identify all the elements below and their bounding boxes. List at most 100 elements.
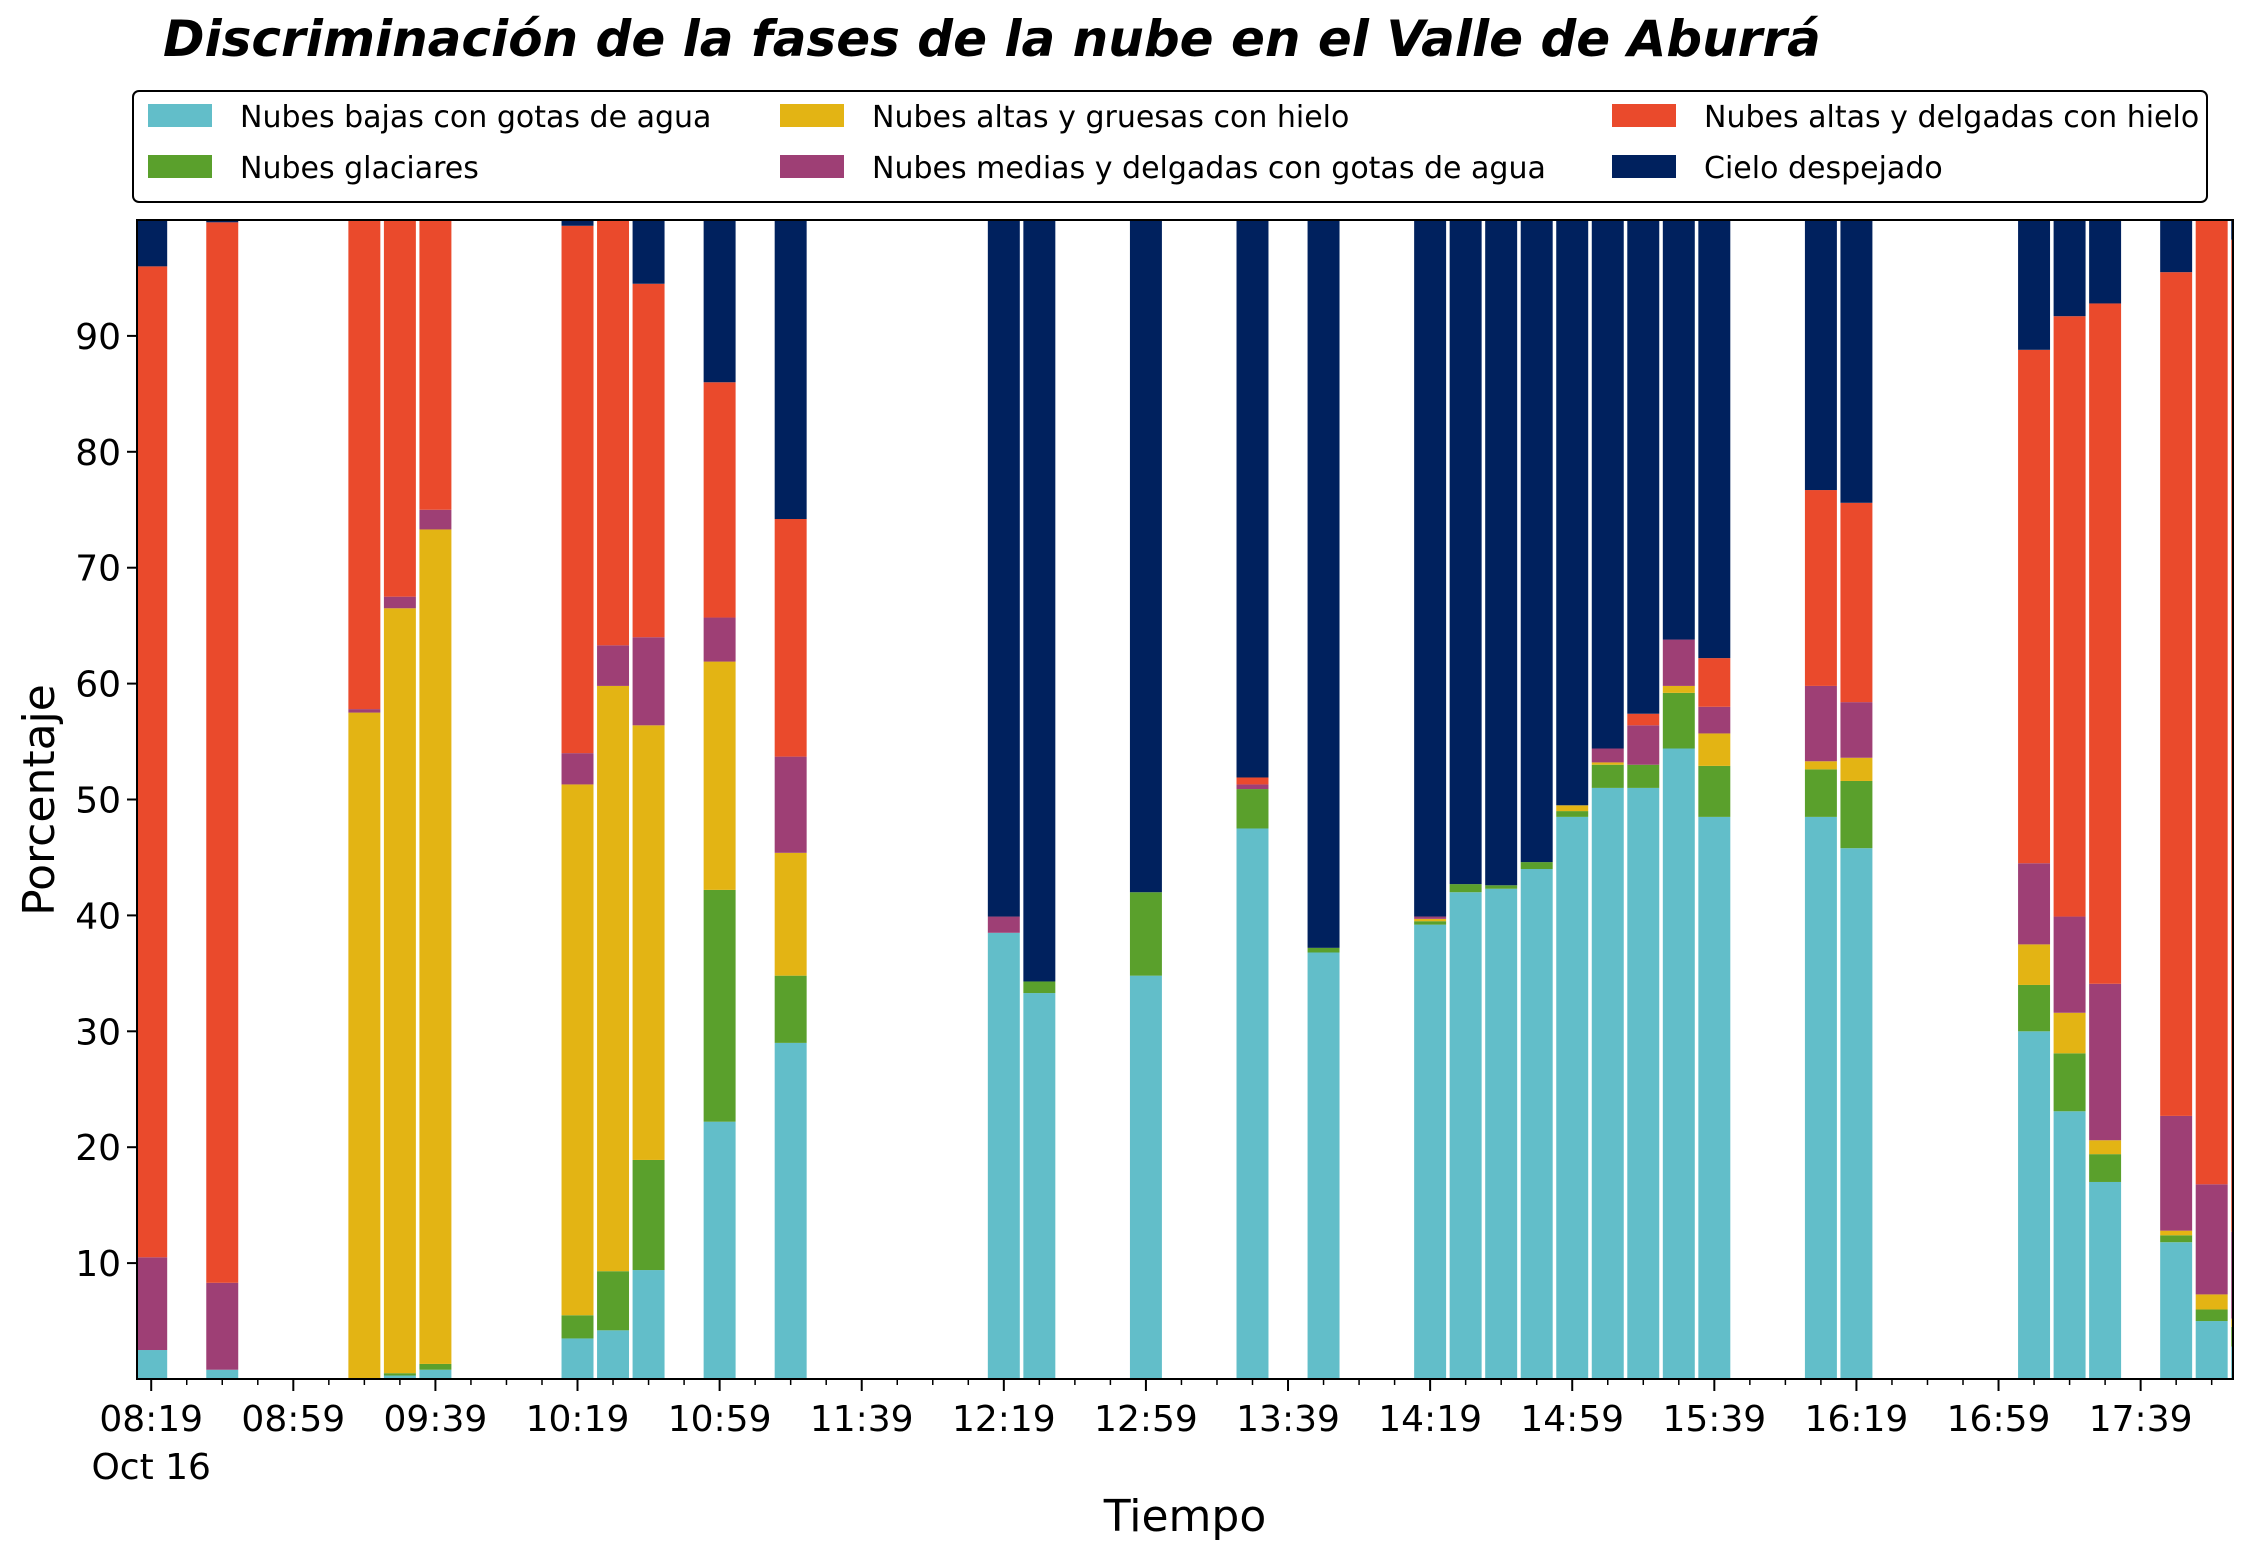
bar-group xyxy=(137,220,2233,1379)
bar-segment-16-1 xyxy=(1449,884,1482,893)
x-tick-label: 11:39 xyxy=(810,1399,914,1440)
bar-segment-21-1 xyxy=(1627,764,1660,788)
x-tick-label: 16:59 xyxy=(1947,1399,2051,1440)
bar-segment-0-4 xyxy=(137,266,168,1258)
bar-segment-9-2 xyxy=(774,852,807,976)
y-tick-label: 80 xyxy=(75,433,121,474)
bar-segment-23-5 xyxy=(1698,220,1731,659)
bar-segment-4-4 xyxy=(419,220,452,510)
bar-segment-29-3 xyxy=(2160,1115,2193,1231)
legend-label: Nubes medias y delgadas con gotas de agu… xyxy=(872,151,1546,186)
bar-segment-30-3 xyxy=(2195,1184,2228,1295)
bar-segment-25-0 xyxy=(1840,848,1873,1379)
bar-segment-25-5 xyxy=(1840,220,1873,503)
bar-segment-15-1 xyxy=(1414,921,1447,925)
bar-segment-6-2 xyxy=(597,685,630,1272)
bar-segment-26-5 xyxy=(2018,220,2051,350)
legend-label: Nubes bajas con gotas de agua xyxy=(240,100,711,135)
bar-segment-28-4 xyxy=(2089,303,2122,984)
bar-segment-30-4 xyxy=(2195,220,2228,1185)
chart-title: Discriminación de la fases de la nube en… xyxy=(163,10,1821,68)
bar-segment-6-3 xyxy=(597,645,630,686)
bar-segment-13-5 xyxy=(1236,220,1269,778)
bar-segment-29-5 xyxy=(2160,220,2193,273)
y-tick-label: 30 xyxy=(75,1012,121,1053)
legend-swatch xyxy=(148,104,212,127)
bar-segment-24-5 xyxy=(1804,220,1837,491)
bar-segment-28-5 xyxy=(2089,220,2122,304)
bar-segment-9-1 xyxy=(774,975,807,1043)
bar-segment-22-3 xyxy=(1662,639,1695,686)
bar-segment-24-3 xyxy=(1804,685,1837,762)
bar-segment-22-5 xyxy=(1662,220,1695,640)
bar-segment-26-0 xyxy=(2018,1031,2051,1379)
bar-segment-13-0 xyxy=(1236,828,1269,1379)
x-tick-label: 12:19 xyxy=(952,1399,1056,1440)
bar-segment-3-4 xyxy=(383,220,416,597)
bar-segment-28-1 xyxy=(2089,1154,2122,1182)
bar-segment-8-3 xyxy=(703,617,736,662)
bar-segment-25-3 xyxy=(1840,702,1873,758)
bar-segment-30-0 xyxy=(2195,1321,2228,1379)
bar-segment-2-4 xyxy=(348,220,381,710)
bar-segment-28-2 xyxy=(2089,1140,2122,1155)
bar-segment-1-4 xyxy=(206,222,239,1283)
bar-segment-11-1 xyxy=(1023,981,1056,994)
legend-swatch xyxy=(780,104,844,127)
bar-segment-20-1 xyxy=(1591,764,1624,788)
bar-segment-27-3 xyxy=(2053,916,2086,1013)
legend-swatch xyxy=(1612,104,1676,127)
bar-segment-18-1 xyxy=(1520,862,1553,870)
legend-swatch xyxy=(780,155,844,178)
bar-segment-5-4 xyxy=(561,225,594,754)
bar-segment-14-5 xyxy=(1307,220,1340,948)
bar-segment-23-1 xyxy=(1698,765,1731,817)
bar-segment-22-2 xyxy=(1662,685,1695,693)
y-tick-label: 90 xyxy=(75,317,121,358)
bar-segment-7-1 xyxy=(632,1159,665,1271)
bar-segment-7-0 xyxy=(632,1270,665,1379)
bar-segment-8-2 xyxy=(703,661,736,890)
bar-segment-12-1 xyxy=(1129,892,1162,976)
legend-label: Cielo despejado xyxy=(1704,151,1943,186)
bar-segment-3-1 xyxy=(383,1373,416,1376)
bar-segment-4-2 xyxy=(419,529,452,1364)
bar-segment-7-5 xyxy=(632,220,665,284)
x-tick-label: 14:59 xyxy=(1520,1399,1624,1440)
bar-segment-30-1 xyxy=(2195,1309,2228,1322)
bar-segment-9-0 xyxy=(774,1042,807,1379)
bar-segment-7-4 xyxy=(632,283,665,638)
bar-segment-3-3 xyxy=(383,596,416,609)
bar-segment-21-5 xyxy=(1627,220,1660,714)
bar-segment-25-2 xyxy=(1840,757,1873,781)
legend-frame xyxy=(132,90,2208,203)
bar-segment-29-2 xyxy=(2160,1230,2193,1236)
bar-segment-26-3 xyxy=(2018,863,2051,945)
bar-segment-7-3 xyxy=(632,637,665,726)
bar-segment-11-5 xyxy=(1023,220,1056,982)
legend-label: Nubes glaciares xyxy=(240,151,479,186)
bar-segment-21-3 xyxy=(1627,725,1660,765)
bar-segment-9-4 xyxy=(774,519,807,757)
bar-segment-26-2 xyxy=(2018,944,2051,985)
y-tick-label: 50 xyxy=(75,781,121,822)
bar-segment-24-0 xyxy=(1804,816,1837,1379)
bar-segment-27-1 xyxy=(2053,1053,2086,1112)
bar-segment-21-4 xyxy=(1627,713,1660,726)
bar-segment-13-4 xyxy=(1236,777,1269,785)
bar-segment-19-2 xyxy=(1556,805,1589,812)
bar-segment-9-5 xyxy=(774,220,807,520)
bar-segment-19-5 xyxy=(1556,220,1589,806)
bar-segment-10-0 xyxy=(987,932,1020,1379)
x-tick-label: 15:39 xyxy=(1662,1399,1766,1440)
bar-segment-17-0 xyxy=(1485,888,1518,1379)
bar-segment-5-5 xyxy=(561,220,594,226)
bar-segment-14-0 xyxy=(1307,952,1340,1379)
bar-segment-15-5 xyxy=(1414,220,1447,917)
bar-segment-15-0 xyxy=(1414,924,1447,1379)
bar-segment-20-5 xyxy=(1591,220,1624,749)
legend-label: Nubes altas y gruesas con hielo xyxy=(872,100,1349,135)
bar-segment-23-4 xyxy=(1698,658,1731,707)
bar-segment-10-3 xyxy=(987,916,1020,933)
y-axis: 10 20 30 40 50 60 70 80 90 xyxy=(75,317,137,1285)
